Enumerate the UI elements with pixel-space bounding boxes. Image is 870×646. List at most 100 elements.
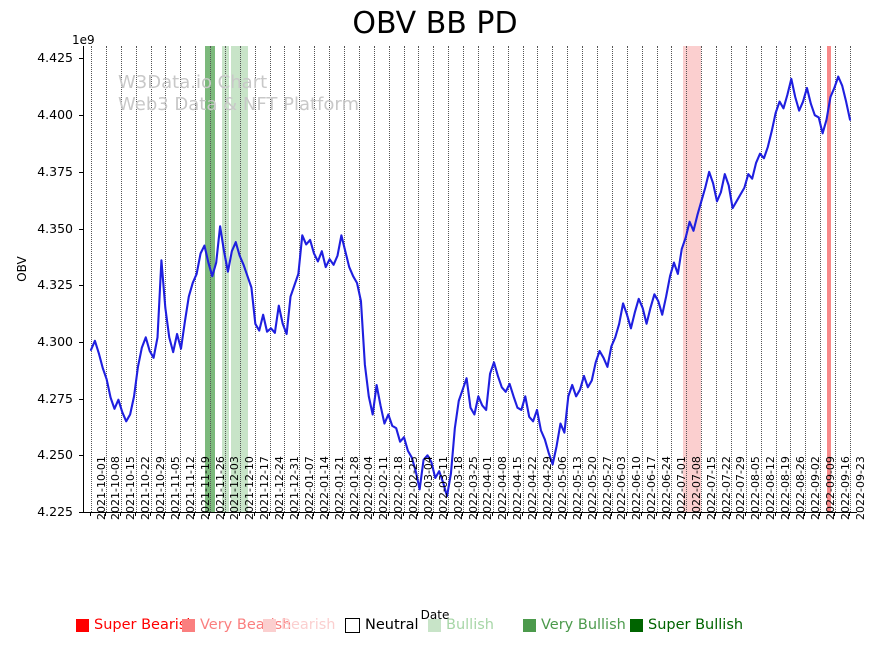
gridline bbox=[745, 46, 747, 512]
gridline bbox=[299, 46, 301, 512]
x-tick-mark bbox=[804, 512, 806, 516]
legend-item-bullish[interactable]: Bullish bbox=[428, 617, 494, 633]
legend-item-bearish[interactable]: Bearish bbox=[263, 617, 336, 633]
x-tick-mark bbox=[640, 512, 642, 516]
x-tick-label: 2022-08-12 bbox=[764, 456, 778, 520]
x-tick-label: 2022-07-15 bbox=[704, 456, 718, 520]
x-tick-label: 2022-09-02 bbox=[808, 456, 822, 520]
x-tick-mark bbox=[462, 512, 464, 516]
gridline bbox=[180, 46, 182, 512]
legend-item-super-bearish[interactable]: Super Bearish bbox=[76, 617, 196, 633]
gridline bbox=[195, 46, 197, 512]
x-tick-mark bbox=[729, 512, 731, 516]
x-tick-mark bbox=[551, 512, 553, 516]
legend-swatch-icon bbox=[76, 618, 89, 632]
gridline bbox=[448, 46, 450, 512]
gridline bbox=[641, 46, 643, 512]
sentiment-band bbox=[826, 46, 832, 512]
x-tick-mark bbox=[164, 512, 166, 516]
legend-label: Bullish bbox=[446, 617, 494, 633]
x-tick-mark bbox=[134, 512, 136, 516]
y-tick-label: 4.350 bbox=[37, 220, 73, 236]
x-tick-label: 2022-05-20 bbox=[585, 456, 599, 520]
x-tick-mark bbox=[357, 512, 359, 516]
sentiment-band bbox=[683, 46, 701, 512]
x-tick-mark bbox=[596, 512, 597, 516]
x-tick-mark bbox=[194, 512, 196, 516]
x-tick-mark bbox=[476, 512, 478, 516]
gridline bbox=[239, 46, 241, 512]
x-tick-label: 2022-08-26 bbox=[793, 456, 807, 520]
x-tick-label: 2022-06-03 bbox=[615, 456, 629, 520]
x-tick-mark bbox=[432, 512, 434, 516]
gridline bbox=[686, 46, 688, 512]
legend-item-neutral[interactable]: Neutral bbox=[345, 617, 419, 633]
legend-swatch-icon bbox=[428, 618, 441, 632]
x-tick-label: 2022-01-14 bbox=[317, 456, 331, 520]
x-tick-mark bbox=[149, 512, 151, 516]
x-tick-mark bbox=[223, 512, 225, 516]
y-tick-label: 4.425 bbox=[37, 50, 73, 66]
x-tick-mark bbox=[491, 512, 493, 516]
x-tick-mark bbox=[744, 512, 746, 516]
y-tick-mark bbox=[79, 58, 83, 60]
gridline bbox=[582, 46, 584, 512]
x-tick-label: 2022-04-15 bbox=[511, 456, 525, 520]
gridline bbox=[344, 46, 345, 512]
gridline bbox=[805, 46, 807, 512]
y-axis-multiplier: 1e9 bbox=[72, 33, 95, 47]
gridline bbox=[716, 46, 718, 512]
x-tick-label: 2022-07-08 bbox=[689, 456, 703, 520]
gridline bbox=[463, 46, 465, 512]
legend-label: Neutral bbox=[365, 617, 419, 633]
x-tick-mark bbox=[715, 512, 717, 516]
x-tick-mark bbox=[328, 512, 330, 516]
x-tick-label: 2021-11-19 bbox=[198, 456, 212, 520]
x-tick-label: 2022-05-13 bbox=[570, 456, 584, 520]
y-tick-mark bbox=[79, 228, 83, 230]
legend-label: Super Bullish bbox=[648, 617, 744, 633]
watermark-line-2: Web3 Data & NFT Platform bbox=[118, 94, 360, 115]
x-axis-label: Date bbox=[420, 608, 450, 622]
gridline bbox=[507, 46, 509, 512]
y-tick-mark bbox=[79, 115, 83, 117]
x-tick-mark bbox=[849, 512, 850, 516]
y-tick-label: 4.375 bbox=[37, 163, 73, 179]
x-tick-label: 2022-01-07 bbox=[302, 456, 316, 520]
legend-label: Very Bullish bbox=[541, 617, 626, 633]
gridline bbox=[522, 46, 524, 512]
gridline bbox=[775, 46, 777, 512]
gridline bbox=[224, 46, 226, 512]
sentiment-legend: Super Bearish Very Bearish Bearish Neutral B… bbox=[0, 617, 870, 643]
gridline bbox=[388, 46, 390, 512]
x-tick-label: 2022-01-28 bbox=[347, 456, 361, 520]
gridline bbox=[165, 46, 167, 512]
x-tick-mark bbox=[298, 512, 300, 516]
gridline bbox=[329, 46, 331, 512]
x-tick-mark bbox=[372, 512, 374, 516]
x-tick-label: 2022-02-04 bbox=[362, 456, 376, 520]
x-tick-label: 2022-07-01 bbox=[674, 456, 688, 520]
x-tick-label: 2022-03-11 bbox=[436, 456, 450, 520]
legend-item-super-bullish[interactable]: Super Bullish bbox=[630, 617, 743, 633]
legend-item-very-bullish[interactable]: Very Bullish bbox=[523, 617, 626, 633]
x-tick-label: 2022-09-09 bbox=[823, 456, 837, 520]
x-tick-mark bbox=[506, 512, 508, 516]
y-tick-mark bbox=[79, 455, 83, 457]
x-tick-label: 2021-10-15 bbox=[124, 456, 138, 520]
gridline bbox=[537, 46, 539, 512]
gridline bbox=[671, 46, 673, 512]
gridline bbox=[701, 46, 703, 512]
y-tick-mark bbox=[79, 341, 83, 343]
x-tick-mark bbox=[834, 512, 836, 516]
x-tick-label: 2022-04-01 bbox=[481, 456, 495, 520]
x-tick-mark bbox=[387, 512, 389, 516]
gridline bbox=[358, 46, 360, 512]
legend-label: Super Bearish bbox=[94, 617, 196, 633]
x-tick-label: 2022-04-29 bbox=[540, 456, 554, 520]
x-tick-label: 2022-06-24 bbox=[660, 456, 674, 520]
gridline bbox=[269, 46, 271, 512]
gridline bbox=[820, 46, 822, 512]
gridline bbox=[284, 46, 286, 512]
x-tick-mark bbox=[685, 512, 687, 516]
